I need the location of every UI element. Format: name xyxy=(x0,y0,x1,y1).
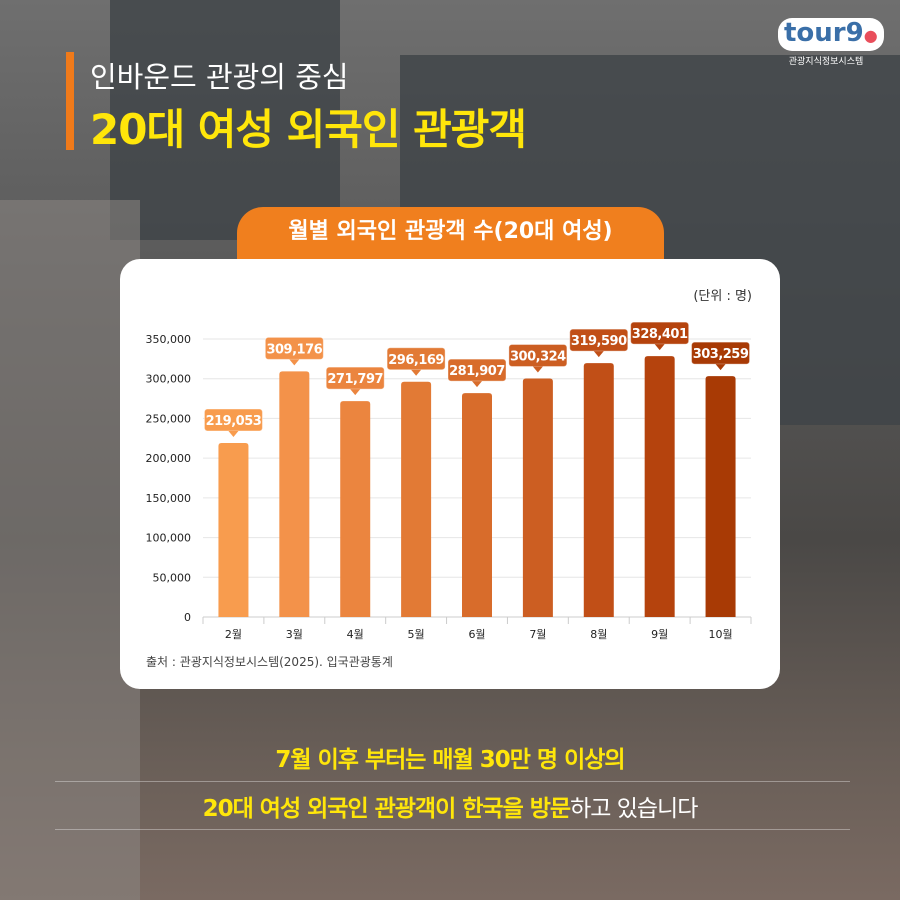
unit-label: (단위 : 명) xyxy=(693,289,752,304)
data-label-pointer xyxy=(715,364,726,371)
data-label: 296,169 xyxy=(388,353,444,368)
page-subtitle: 인바운드 관광의 중심 xyxy=(90,60,349,94)
data-label-pointer xyxy=(532,366,543,373)
data-label: 309,176 xyxy=(266,342,322,357)
background-wall xyxy=(0,200,140,900)
y-tick-label: 350,000 xyxy=(146,333,192,346)
x-tick-label: 10월 xyxy=(708,628,732,641)
heading-accent-bar xyxy=(66,52,74,150)
bar xyxy=(218,443,249,617)
logo: tour9● 관광지식정보시스템 xyxy=(778,18,884,67)
divider xyxy=(55,781,850,782)
x-tick-label: 7월 xyxy=(529,628,546,641)
data-label-pointer xyxy=(289,359,300,366)
bar xyxy=(340,401,371,617)
x-tick-label: 4월 xyxy=(347,628,364,641)
data-label: 303,259 xyxy=(693,347,749,362)
data-label-pointer xyxy=(411,369,422,376)
bar xyxy=(522,378,553,617)
y-tick-label: 150,000 xyxy=(146,492,192,505)
bar xyxy=(401,381,432,617)
bar xyxy=(644,356,675,617)
data-label: 271,797 xyxy=(327,372,383,387)
footer-line-2: 20대 여성 외국인 관광객이 한국을 방문하고 있습니다 xyxy=(0,789,900,823)
logo-text: tour9 xyxy=(784,18,864,48)
data-label-pointer xyxy=(350,389,361,396)
x-tick-label: 5월 xyxy=(408,628,425,641)
x-tick-label: 2월 xyxy=(225,628,242,641)
bar xyxy=(462,393,492,617)
data-label: 281,907 xyxy=(449,364,505,379)
map-pin-icon: ● xyxy=(863,26,878,45)
y-tick-label: 250,000 xyxy=(146,412,192,425)
bar xyxy=(583,363,614,617)
x-tick-label: 3월 xyxy=(286,628,303,641)
footer-rest: 하고 있습니다 xyxy=(570,796,698,822)
footer-line-1: 7월 이후 부터는 매월 30만 명 이상의 xyxy=(275,747,625,773)
background-building xyxy=(110,0,340,240)
data-label-pointer xyxy=(472,381,482,388)
x-tick-label: 9월 xyxy=(651,628,668,641)
source-note: 출처 : 관광지식정보시스템(2025). 입국관광통계 xyxy=(146,655,393,669)
y-tick-label: 300,000 xyxy=(146,373,192,386)
logo-caption: 관광지식정보시스템 xyxy=(788,57,864,67)
chart-title: 월별 외국인 관광객 수(20대 여성) xyxy=(237,207,664,259)
bar xyxy=(705,376,736,617)
footer-highlight: 20대 여성 외국인 관광객이 한국을 방문 xyxy=(202,796,571,822)
y-tick-label: 100,000 xyxy=(146,532,192,545)
y-tick-label: 0 xyxy=(184,611,191,624)
x-tick-label: 8월 xyxy=(590,628,607,641)
data-label-pointer xyxy=(654,344,665,351)
data-label-pointer xyxy=(228,431,239,438)
y-tick-label: 50,000 xyxy=(153,571,192,584)
divider xyxy=(55,829,850,830)
data-label-pointer xyxy=(593,351,604,358)
bar xyxy=(279,371,310,617)
page-title: 20대 여성 외국인 관광객 xyxy=(90,105,527,154)
data-label: 219,053 xyxy=(206,414,262,429)
y-tick-label: 200,000 xyxy=(146,452,192,465)
x-tick-label: 6월 xyxy=(468,628,485,641)
data-label: 319,590 xyxy=(571,334,627,349)
data-label: 328,401 xyxy=(632,327,688,342)
data-label: 300,324 xyxy=(510,349,566,364)
